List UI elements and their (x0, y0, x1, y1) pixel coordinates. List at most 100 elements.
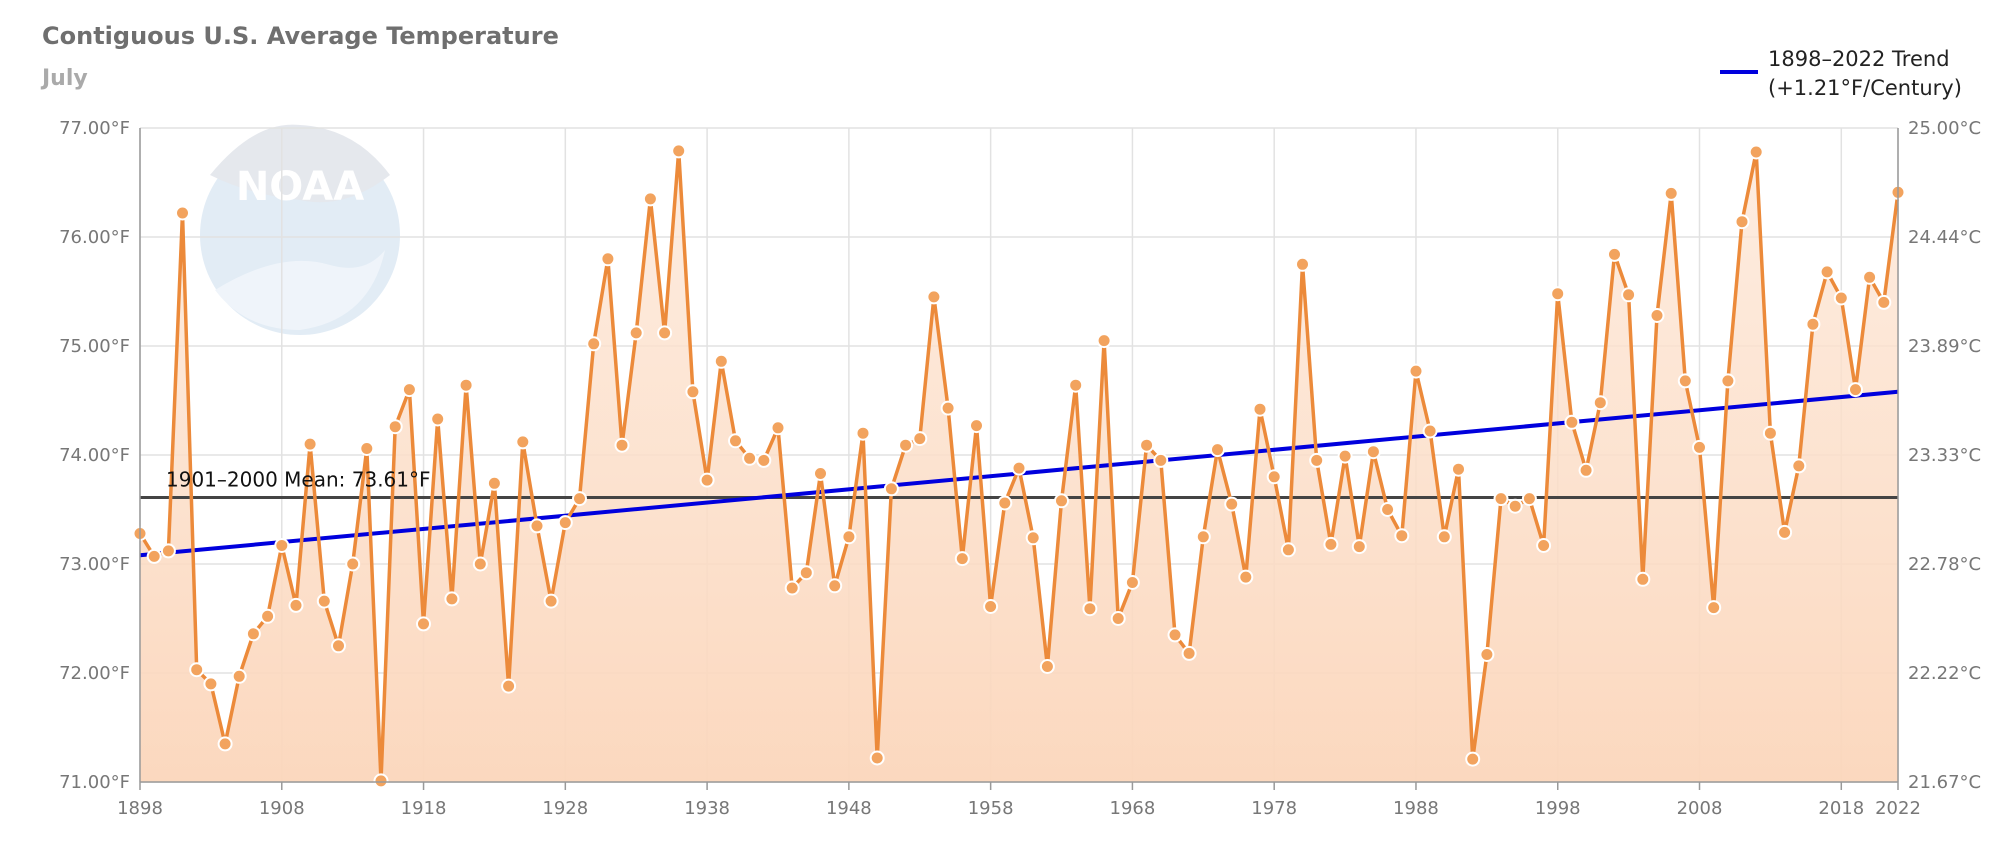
data-point (529, 518, 545, 534)
data-point (1592, 395, 1608, 411)
data-point (1465, 751, 1481, 767)
series-points (132, 143, 1906, 789)
data-point (713, 353, 729, 369)
data-point (1124, 575, 1140, 590)
data-point (657, 325, 673, 341)
data-point (1337, 448, 1353, 464)
data-point (316, 593, 332, 609)
data-point (515, 434, 531, 450)
data-point (798, 565, 814, 581)
data-point (1607, 246, 1622, 262)
data-point (1054, 493, 1069, 509)
data-point (954, 551, 970, 567)
data-point (1805, 316, 1821, 332)
data-point (770, 420, 786, 436)
series-area-fill (140, 150, 1898, 782)
y-tick-label: 72.00°F (59, 663, 130, 684)
data-point (1280, 542, 1296, 558)
data-point (600, 251, 616, 267)
data-point (628, 325, 644, 341)
x-tick-label: 1918 (401, 798, 447, 819)
x-tick-label: 1968 (1110, 798, 1156, 819)
y-tick-label-right: 24.44°C (1908, 227, 1981, 248)
data-point (855, 425, 871, 441)
data-point (1139, 437, 1155, 453)
y-tick-label: 73.00°F (59, 554, 130, 575)
data-point (1153, 452, 1169, 468)
data-point (146, 548, 162, 564)
data-point (1039, 659, 1055, 674)
data-point (586, 336, 602, 352)
data-point (260, 608, 276, 624)
data-point (869, 750, 885, 766)
data-point (1876, 294, 1892, 310)
data-point (1777, 524, 1793, 540)
y-tick-label-right: 23.89°C (1908, 336, 1981, 357)
x-tick-label: 1928 (542, 798, 588, 819)
x-tick-label: 1908 (259, 798, 305, 819)
noaa-logo: NOAA (200, 124, 400, 335)
data-point (245, 626, 261, 642)
x-tick-label: 1998 (1535, 798, 1581, 819)
x-tick-label: 1988 (1393, 798, 1439, 819)
data-point (189, 662, 205, 678)
x-tick-label: 1938 (684, 798, 730, 819)
chart-subtitle: July (40, 66, 88, 91)
y-tick-label: 71.00°F (59, 772, 130, 793)
legend-trend-rate: (+1.21°F/Century) (1768, 76, 1962, 100)
data-point (1295, 256, 1310, 272)
data-point (1692, 439, 1707, 455)
data-point (430, 411, 446, 427)
data-point (1621, 287, 1637, 303)
data-point (827, 578, 843, 594)
data-point (1748, 144, 1764, 160)
data-point (472, 556, 488, 572)
data-point (1394, 528, 1410, 544)
data-point (1408, 363, 1424, 379)
data-point (501, 678, 517, 694)
data-point (557, 515, 573, 531)
data-point (1210, 442, 1225, 458)
legend[interactable]: 1898–2022 Trend (+1.21°F/Century) (1720, 47, 1962, 100)
data-point (940, 400, 956, 416)
data-point (1195, 529, 1211, 545)
data-point (671, 143, 687, 159)
y-tick-label: 74.00°F (59, 445, 130, 466)
data-point (1224, 496, 1240, 512)
data-point (883, 481, 899, 497)
data-point (1266, 469, 1282, 485)
chart-title: Contiguous U.S. Average Temperature (42, 22, 559, 50)
legend-trend-label: 1898–2022 Trend (1768, 47, 1950, 71)
data-point (1365, 444, 1381, 460)
data-point (1351, 539, 1367, 555)
y-tick-label-right: 21.67°C (1908, 772, 1981, 793)
y-tick-label: 76.00°F (59, 227, 130, 248)
y-tick-label-right: 25.00°C (1908, 118, 1981, 139)
data-point (203, 676, 219, 692)
x-tick-label: 1978 (1251, 798, 1297, 819)
data-point (997, 495, 1013, 511)
data-point (302, 436, 318, 452)
data-point (444, 591, 460, 607)
data-point (486, 475, 502, 491)
data-point (1762, 425, 1778, 441)
data-point (1479, 647, 1495, 662)
x-tick-label: 1898 (117, 798, 163, 819)
data-point (1833, 290, 1849, 306)
series-area (140, 150, 1898, 782)
data-point (543, 593, 559, 609)
data-point (1635, 571, 1651, 587)
data-point (1564, 414, 1580, 430)
data-point (1791, 458, 1807, 474)
data-point (841, 529, 857, 545)
data-point (1011, 460, 1027, 476)
y-tick-label-right: 22.78°C (1908, 554, 1981, 575)
data-point (742, 450, 758, 466)
data-point (1309, 452, 1325, 468)
data-point (1507, 498, 1523, 514)
y-tick-label: 77.00°F (59, 118, 130, 139)
y-tick-label: 75.00°F (59, 336, 130, 357)
y-tick-label-right: 22.22°C (1908, 663, 1981, 684)
data-point (1649, 308, 1665, 323)
data-point (1323, 536, 1339, 552)
